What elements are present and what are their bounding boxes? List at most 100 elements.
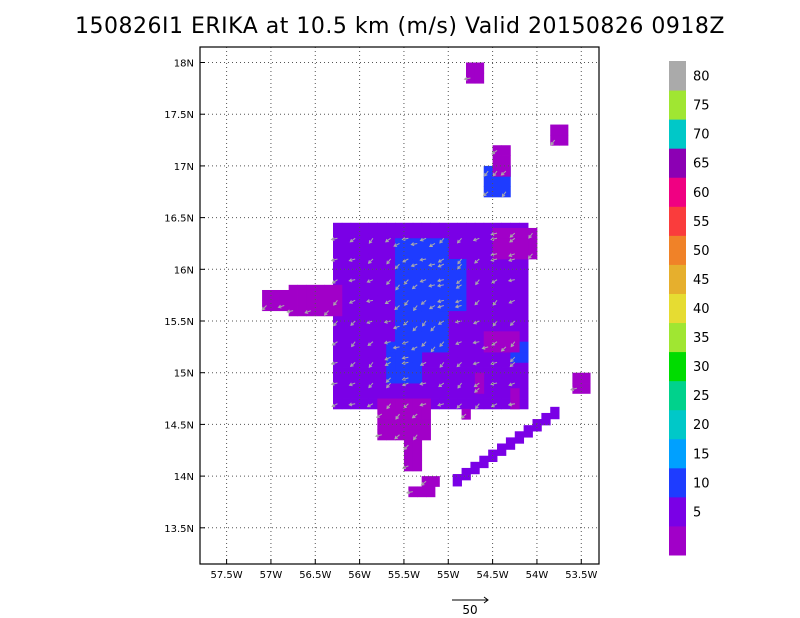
speed-cell: [430, 357, 440, 368]
speed-cell: [474, 284, 485, 296]
wind-vector: [457, 263, 462, 270]
speed-cell: [510, 305, 520, 317]
speed-cell: [341, 388, 352, 399]
chart-title: 150826I1 ERIKA at 10.5 km (m/s) Valid 20…: [75, 14, 725, 39]
speed-cell: [359, 326, 369, 337]
wind-vector: [491, 149, 498, 155]
wind-vector-head: [277, 304, 282, 309]
colorbar-segment: [669, 467, 686, 498]
wind-vector-head: [392, 325, 397, 330]
speed-cell: [439, 248, 449, 260]
speed-cell: [457, 279, 467, 291]
wind-vector-head: [455, 285, 460, 289]
wind-vector-head: [481, 345, 486, 350]
speed-cell: [395, 310, 405, 322]
speed-cell: [395, 331, 405, 343]
wind-vector: [491, 253, 498, 256]
wind-vector: [368, 382, 374, 388]
wind-vector: [394, 305, 400, 310]
speed-cell: [448, 269, 458, 281]
speed-cell: [368, 264, 378, 275]
wind-vector: [403, 444, 409, 450]
wind-vector-head: [368, 240, 373, 244]
speed-cell: [386, 295, 396, 306]
speed-cell: [421, 419, 431, 430]
speed-cell: [466, 377, 476, 389]
wind-vector-head: [348, 258, 353, 262]
wind-vector-head: [401, 237, 406, 241]
wind-vector-head: [411, 414, 416, 419]
speed-cell: [466, 72, 476, 84]
wind-vector: [403, 403, 409, 409]
speed-cell: [457, 388, 467, 399]
wind-vector: [508, 279, 515, 282]
wind-vector: [456, 279, 462, 284]
colorbar-segment: [669, 90, 686, 120]
speed-cell: [421, 300, 431, 312]
speed-cell: [430, 310, 440, 322]
wind-vector: [411, 263, 418, 267]
speed-cell: [368, 388, 378, 399]
wind-vector-head: [386, 384, 390, 389]
speed-cell: [439, 222, 449, 234]
band-cell: [461, 467, 471, 481]
speed-cell: [368, 326, 378, 337]
wind-vector-head: [490, 381, 495, 386]
speed-cell: [386, 233, 396, 244]
speed-cell: [501, 274, 511, 286]
speed-cell: [430, 279, 440, 291]
speed-cell: [377, 419, 387, 430]
speed-cell: [501, 295, 511, 306]
speed-cell: [306, 284, 316, 296]
wind-vector-head: [454, 319, 459, 324]
speed-cell: [492, 145, 502, 156]
speed-cell: [492, 264, 502, 275]
speed-cell: [395, 419, 405, 430]
speed-cell: [377, 388, 387, 399]
speed-cell: [466, 305, 476, 317]
speed-cell: [519, 326, 529, 337]
speed-cell: [377, 408, 387, 420]
x-tick-label: 57W: [260, 570, 283, 581]
y-tick-label: 15N: [174, 369, 194, 380]
speed-cell: [519, 227, 529, 239]
colorbar-label: 80: [693, 70, 710, 85]
colorbar-segment: [669, 206, 686, 236]
speed-cell: [377, 233, 387, 244]
wind-vector-head: [401, 377, 406, 381]
speed-cell: [457, 315, 467, 327]
speed-cell: [466, 274, 476, 286]
wind-vector: [412, 413, 418, 419]
speed-cell: [377, 377, 387, 389]
speed-cell: [474, 264, 485, 275]
speed-cell: [412, 269, 423, 281]
wind-vector: [384, 341, 391, 344]
y-tick-label: 16N: [174, 265, 194, 276]
speed-cell: [483, 253, 493, 265]
wind-vector: [438, 263, 445, 268]
wind-vector-head: [386, 281, 390, 286]
colorbar-segment: [669, 438, 686, 469]
speed-cell: [501, 315, 511, 327]
speed-cell: [350, 398, 360, 410]
wind-vector: [474, 299, 480, 305]
speed-cell: [483, 377, 493, 389]
wind-vector-head: [463, 76, 468, 81]
wind-vector-head: [402, 258, 407, 263]
speed-cell: [421, 476, 431, 487]
speed-cell: [359, 274, 369, 286]
wind-vector-head: [455, 341, 460, 345]
speed-cell: [483, 176, 493, 187]
speed-cell: [341, 398, 352, 410]
speed-cell: [315, 295, 325, 306]
wind-vector: [491, 341, 498, 346]
speed-cell: [466, 315, 476, 327]
wind-vector-head: [428, 243, 433, 248]
wind-vector-head: [508, 253, 513, 257]
wind-vector: [332, 279, 338, 284]
speed-cell: [377, 295, 387, 306]
speed-cell: [341, 346, 352, 358]
speed-cell: [474, 315, 485, 327]
speed-cell: [403, 331, 414, 343]
wind-vector-head: [500, 347, 505, 352]
